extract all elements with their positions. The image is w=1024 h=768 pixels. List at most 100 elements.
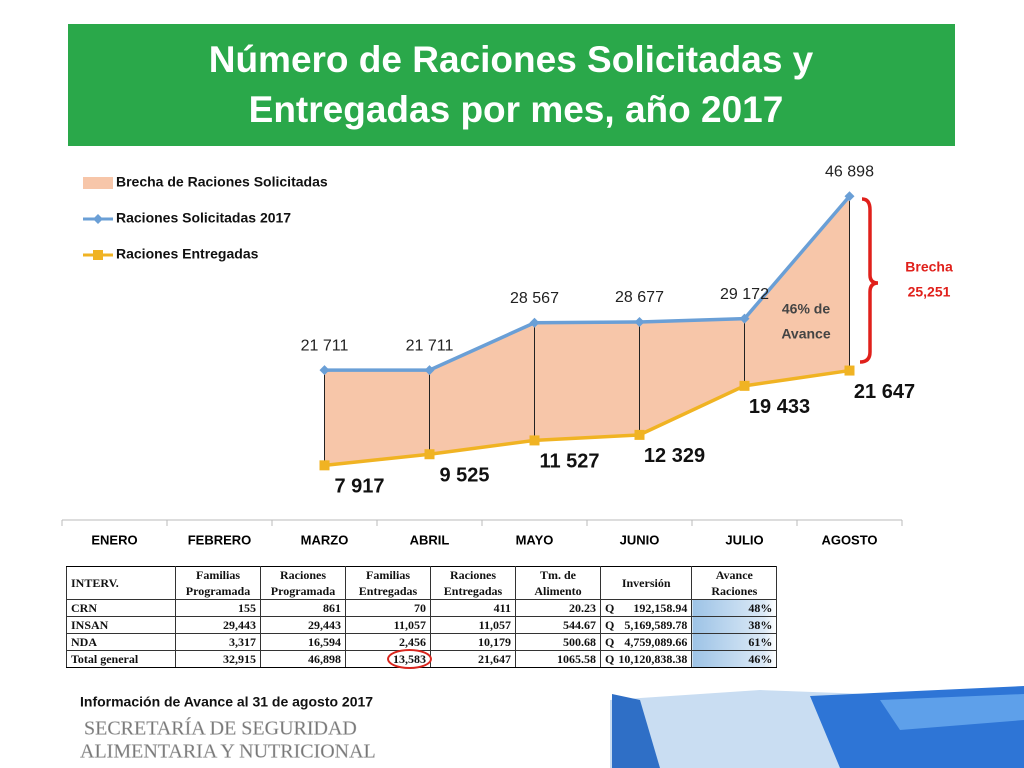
table-row: CRN 155 861 70 411 20.23 Q 192,158.94 48%: [66, 599, 778, 617]
cell-text: 500.68: [563, 635, 596, 649]
table-cell: 70: [345, 599, 431, 617]
column-header: Inversión: [599, 566, 693, 600]
point: [634, 317, 645, 328]
table-cell: 16,594: [260, 633, 346, 651]
data-label: 28 677: [615, 289, 664, 306]
cell-text: Q: [605, 635, 615, 649]
series-line: [324, 368, 850, 468]
column-header: Raciones: [430, 566, 516, 583]
data-label: 46 898: [825, 163, 874, 180]
table-cell: Q: [600, 633, 615, 651]
legend-label: Raciones Entregadas: [116, 246, 259, 262]
annotation: Brecha: [905, 259, 953, 275]
cell-text: 48%: [748, 601, 773, 615]
cell-text: 32,915: [223, 652, 256, 666]
table-cell: 4,759,089.66: [614, 633, 693, 651]
cell-text: Q: [605, 601, 615, 615]
cell-text: 20.23: [569, 601, 596, 615]
column-header: Entregadas: [430, 583, 516, 600]
x-tick-label: JULIO: [725, 532, 763, 547]
table-row: Total general 32,915 46,898 13,583 21,647 106…: [66, 650, 778, 668]
data-label: 29 172: [720, 286, 769, 303]
table-cell: 11,057: [430, 616, 516, 634]
data-label: 9 525: [439, 465, 489, 487]
x-tick-label: JUNIO: [620, 532, 660, 547]
table-cell: 32,915: [175, 650, 261, 668]
cell-text: Q: [605, 652, 615, 666]
table-cell: 29,443: [175, 616, 261, 634]
cell-text: NDA: [71, 635, 97, 649]
cell-text: CRN: [71, 601, 97, 615]
data-label: 21 711: [301, 337, 349, 354]
x-tick-label: FEBRERO: [188, 532, 252, 547]
table-cell: 48%: [691, 599, 778, 617]
column-header: Familias: [175, 566, 261, 583]
cell-text: 10,179: [478, 635, 511, 649]
column-header: Programada: [175, 583, 261, 600]
table-cell: 20.23: [515, 599, 601, 617]
column-header: Alimento: [515, 583, 601, 600]
cell-text: 61%: [748, 635, 773, 649]
point: [739, 313, 750, 324]
cell-text: 861: [323, 601, 341, 615]
cell-text: 70: [414, 601, 426, 615]
annotation: Avance: [781, 326, 831, 342]
column-header: Familias: [345, 566, 431, 583]
table-cell: 5,169,589.78: [614, 616, 693, 634]
table-cell: 11,057: [345, 616, 431, 634]
table-cell: 155: [175, 599, 261, 617]
point: [319, 460, 330, 471]
data-label: 21 711: [406, 337, 454, 354]
bracket: [859, 197, 879, 364]
cell-text: 11,057: [393, 618, 426, 632]
table-cell: Q: [600, 616, 615, 634]
cell-text: 29,443: [223, 618, 256, 632]
point: [424, 449, 435, 460]
column-header: Avance: [691, 566, 778, 583]
table-row: NDA 3,317 16,594 2,456 10,179 500.68 Q 4,759,08…: [66, 633, 778, 651]
table-cell: Total general: [66, 650, 176, 668]
cell-text: Total general: [71, 652, 139, 666]
table-cell: CRN: [66, 599, 176, 617]
chart-title: Entregadas por mes, año 2017: [249, 89, 784, 130]
table-cell: Q: [600, 599, 615, 617]
cell-text: 544.67: [563, 618, 596, 632]
x-tick-label: AGOSTO: [821, 532, 877, 547]
annotation: 25,251: [908, 284, 951, 300]
column-header: Raciones: [691, 583, 778, 600]
cell-text: INSAN: [71, 618, 109, 632]
table-cell: 544.67: [515, 616, 601, 634]
legend-label: Brecha de Raciones Solicitadas: [116, 174, 328, 190]
cell-text: 16,594: [308, 635, 341, 649]
cell-text: 29,443: [308, 618, 341, 632]
summary-table: INTERV. Familias Raciones Familias Raciones T…: [66, 566, 778, 668]
point: [529, 317, 540, 328]
table-cell: 10,179: [430, 633, 516, 651]
table-cell: 38%: [691, 616, 778, 634]
legend-swatch: [93, 214, 103, 224]
column-header: Tm. de: [515, 566, 601, 583]
series-line: [324, 195, 851, 372]
legend-swatch: [93, 250, 103, 260]
table-cell: Q: [600, 650, 615, 668]
x-tick-label: ENERO: [91, 532, 137, 547]
cell-text: 411: [493, 601, 511, 615]
title-box: [68, 24, 955, 146]
chart-title: Número de Raciones Solicitadas y: [209, 39, 814, 80]
x-tick-label: MAYO: [516, 532, 554, 547]
cell-text: Q: [605, 618, 615, 632]
footer-note: Información de Avance al 31 de agosto 20…: [80, 694, 373, 710]
table-cell: INSAN: [66, 616, 176, 634]
header-row: INTERV. Familias Raciones Familias Raciones T…: [66, 566, 778, 600]
point: [739, 380, 750, 391]
table-cell: 21,647: [430, 650, 516, 668]
point: [529, 435, 540, 446]
x-tick-label: ABRIL: [410, 532, 450, 547]
table-row: INSAN 29,443 29,443 11,057 11,057 544.67 Q 5,16…: [66, 616, 778, 634]
table-cell: 192,158.94: [614, 599, 693, 617]
cell-text: 1065.58: [557, 652, 596, 666]
table-cell: 861: [260, 599, 346, 617]
table-cell: NDA: [66, 633, 176, 651]
